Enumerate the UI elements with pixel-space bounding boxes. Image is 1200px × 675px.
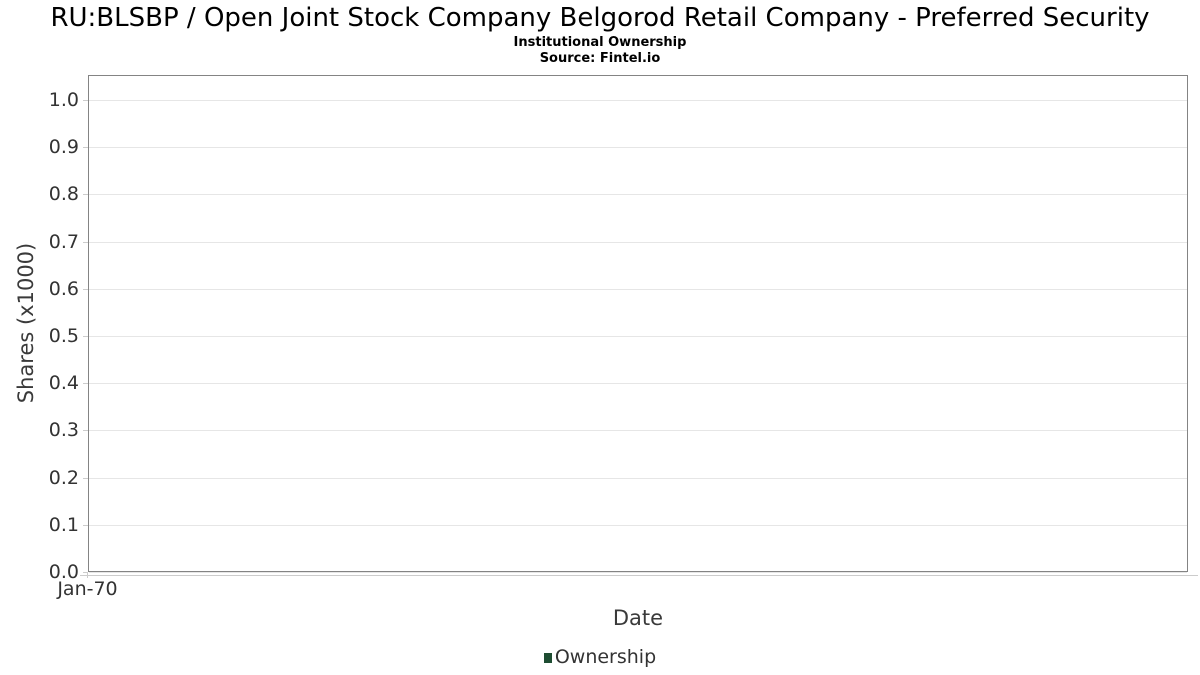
x-axis-title: Date (612, 606, 664, 630)
y-tick-mark (83, 525, 88, 526)
legend-item-ownership[interactable]: Ownership (0, 646, 1200, 668)
y-tick-label: 0.4 (48, 372, 79, 394)
y-gridline (89, 430, 1187, 431)
chart-subtitle: Institutional Ownership (513, 35, 687, 50)
y-gridline (89, 572, 1187, 573)
y-gridline (89, 336, 1187, 337)
y-tick-label: 0.8 (48, 183, 79, 205)
y-tick-mark (83, 478, 88, 479)
y-tick-label: 0.1 (48, 514, 79, 536)
y-tick-mark (83, 194, 88, 195)
y-gridline (89, 525, 1187, 526)
y-gridline (89, 147, 1187, 148)
y-tick-label: 0.5 (48, 325, 79, 347)
y-gridline (89, 383, 1187, 384)
x-tick-mark (87, 573, 88, 578)
y-gridline (89, 242, 1187, 243)
y-tick-label: 0.9 (48, 136, 79, 158)
y-tick-mark (83, 572, 88, 573)
y-gridline (89, 194, 1187, 195)
plot-area (88, 75, 1188, 572)
y-tick-mark (83, 147, 88, 148)
y-gridline (89, 478, 1187, 479)
y-tick-mark (83, 430, 88, 431)
y-tick-mark (83, 289, 88, 290)
legend-series-label: Ownership (554, 646, 657, 668)
legend-marker-square (543, 653, 552, 663)
y-tick-label: 0.7 (48, 231, 79, 253)
x-axis-line (80, 575, 1198, 576)
y-tick-mark (83, 100, 88, 101)
y-tick-label: 0.2 (48, 467, 79, 489)
y-tick-label: 0.6 (48, 278, 79, 300)
y-tick-label: 0.3 (48, 419, 79, 441)
y-gridline (89, 100, 1187, 101)
chart-source-label: Source: Fintel.io (539, 51, 661, 66)
x-tick-label: Jan-70 (57, 578, 118, 600)
chart-title: RU:BLSBP / Open Joint Stock Company Belg… (50, 3, 1150, 33)
y-tick-mark (83, 383, 88, 384)
y-gridline (89, 289, 1187, 290)
y-tick-label: 0.0 (48, 561, 79, 583)
y-tick-label: 1.0 (48, 89, 79, 111)
y-tick-mark (83, 242, 88, 243)
y-tick-mark (83, 336, 88, 337)
